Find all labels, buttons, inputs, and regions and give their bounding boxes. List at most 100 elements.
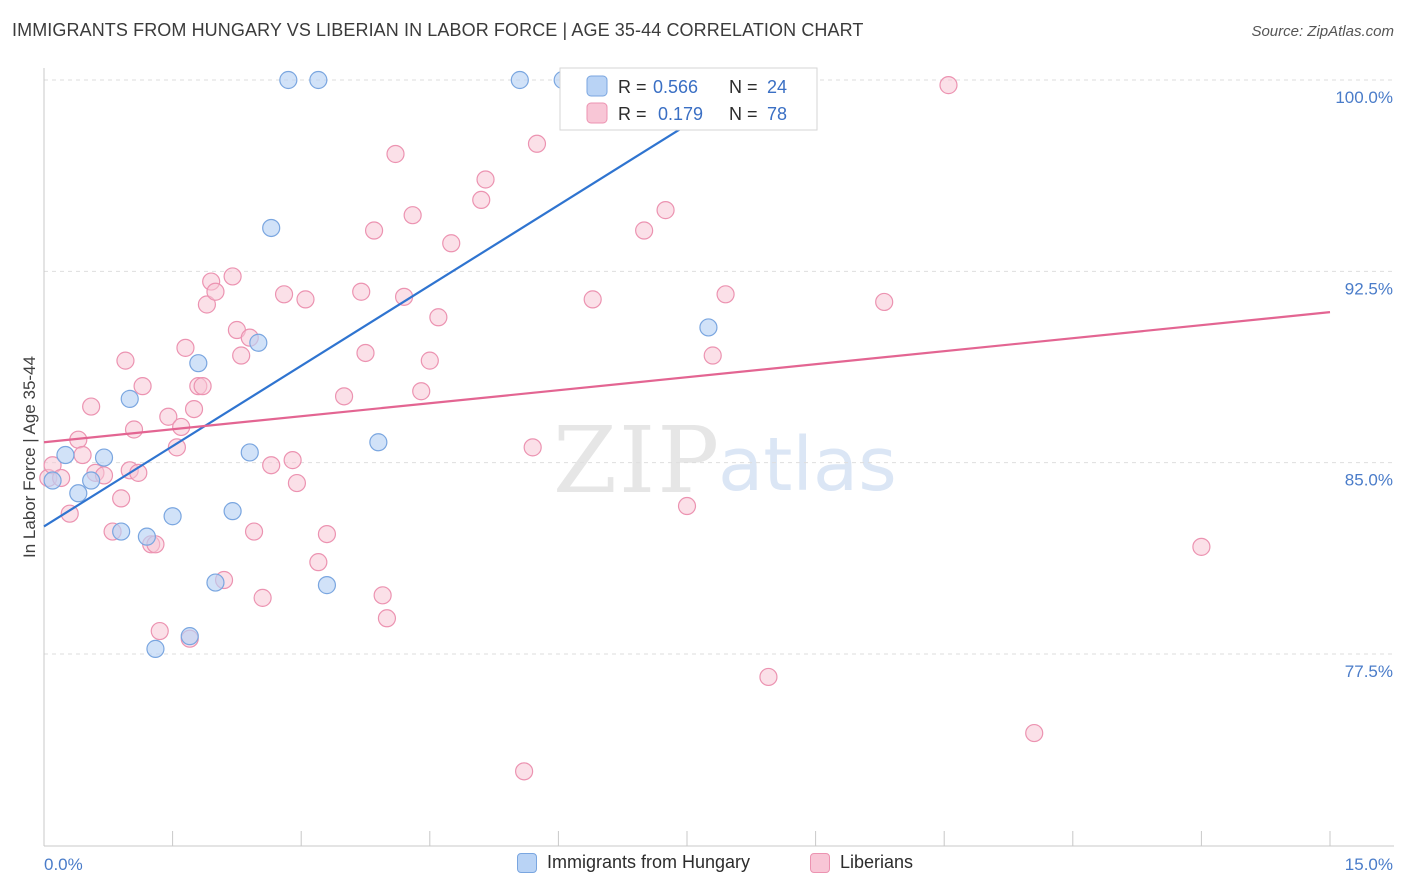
point-liberians: [635, 221, 654, 240]
point-liberians: [476, 170, 495, 189]
point-hungary: [94, 448, 114, 467]
point-liberians: [112, 489, 131, 508]
point-liberians: [167, 438, 186, 457]
point-hungary: [189, 354, 208, 373]
point-hungary: [163, 507, 182, 526]
x-ticks: [43, 831, 1331, 846]
point-liberians: [420, 351, 439, 370]
legend-n-label-2: N =: [729, 104, 758, 124]
point-liberians: [116, 351, 135, 370]
point-liberians: [253, 588, 272, 607]
x-tick-label: 0.0%: [44, 855, 83, 874]
point-liberians: [309, 553, 328, 572]
legend-swatch-liberians: [810, 852, 830, 873]
source-label: Source: ZipAtlas.com: [1251, 23, 1394, 40]
watermark: ZIP atlas: [553, 407, 897, 514]
legend-r-value-2: 0.179: [658, 104, 703, 124]
point-liberians: [124, 420, 144, 439]
point-hungary: [699, 318, 718, 337]
series-liberians: [39, 76, 1211, 781]
y-tick-labels: 100.0% 92.5% 85.0% 77.5%: [1335, 88, 1393, 681]
point-liberians: [759, 667, 778, 687]
y-tick-label: 100.0%: [1335, 88, 1393, 107]
point-hungary: [112, 522, 131, 541]
point-liberians: [133, 377, 152, 396]
trend-lines: [43, 91, 1331, 528]
point-liberians: [82, 397, 101, 416]
point-liberians: [1192, 537, 1211, 556]
x-tick-label: 15.0%: [1345, 855, 1393, 874]
point-liberians: [523, 438, 542, 457]
legend-r-value-1: 0.566: [653, 77, 698, 97]
point-liberians: [223, 267, 242, 286]
point-hungary: [317, 576, 337, 595]
point-hungary: [146, 639, 165, 658]
point-liberians: [232, 346, 251, 365]
point-liberians: [296, 290, 315, 309]
point-liberians: [429, 308, 448, 327]
chart-title: IMMIGRANTS FROM HUNGARY VS LIBERIAN IN L…: [12, 20, 864, 40]
point-hungary: [43, 471, 62, 490]
point-liberians: [334, 387, 354, 406]
bottom-legend-liberians[interactable]: Liberians: [810, 852, 913, 873]
point-hungary: [240, 443, 259, 462]
trend-line-liberians: [43, 311, 1331, 444]
y-tick-label: 85.0%: [1345, 471, 1393, 490]
legend-r-label-2: R =: [618, 104, 647, 124]
point-liberians: [677, 496, 697, 516]
point-liberians: [352, 282, 371, 301]
legend-n-value-2: 78: [767, 104, 787, 124]
point-liberians: [159, 407, 178, 426]
point-liberians: [274, 285, 294, 304]
point-liberians: [356, 343, 375, 363]
bottom-legend-label-hungary: Immigrants from Hungary: [547, 852, 751, 872]
axes: [43, 68, 1394, 847]
point-liberians: [412, 382, 431, 401]
point-hungary: [249, 333, 268, 352]
y-axis-label: In Labor Force | Age 35-44: [20, 356, 39, 558]
point-hungary: [262, 218, 281, 238]
series-hungary: [43, 70, 718, 658]
point-hungary: [120, 389, 139, 408]
point-liberians: [176, 338, 195, 357]
point-hungary: [56, 445, 75, 465]
point-liberians: [193, 377, 212, 396]
legend: R = 0.566 N = 24 R = 0.179 N = 78: [559, 67, 818, 131]
trend-line-hungary: [43, 91, 740, 528]
point-liberians: [472, 190, 491, 210]
y-tick-label: 92.5%: [1345, 279, 1393, 298]
point-hungary: [69, 484, 88, 503]
legend-swatch-liberians: [586, 102, 608, 124]
point-liberians: [244, 522, 264, 541]
bottom-legend-hungary[interactable]: Immigrants from Hungary: [517, 852, 750, 873]
point-liberians: [403, 206, 422, 225]
point-liberians: [184, 399, 204, 419]
point-liberians: [656, 201, 675, 220]
legend-n-label-1: N =: [729, 77, 758, 97]
watermark-atlas: atlas: [718, 422, 897, 508]
point-liberians: [60, 504, 79, 523]
legend-swatch-hungary: [586, 75, 608, 97]
point-liberians: [377, 609, 397, 628]
point-hungary: [510, 70, 529, 90]
point-hungary: [369, 433, 388, 452]
point-liberians: [73, 445, 92, 465]
point-liberians: [1025, 723, 1044, 743]
point-liberians: [442, 234, 461, 253]
point-liberians: [206, 282, 225, 301]
point-hungary: [82, 471, 101, 490]
legend-n-value-1: 24: [767, 77, 787, 97]
point-liberians: [287, 473, 307, 493]
bottom-legend-label-liberians: Liberians: [840, 852, 914, 872]
point-hungary: [180, 627, 199, 646]
gridlines: [44, 79, 1394, 655]
point-liberians: [317, 524, 337, 544]
point-liberians: [716, 285, 735, 304]
bottom-legend: Immigrants from Hungary Liberians: [0, 852, 1406, 878]
point-liberians: [364, 221, 384, 240]
y-tick-label: 77.5%: [1345, 662, 1393, 681]
point-hungary: [206, 573, 225, 592]
point-hungary: [137, 527, 156, 546]
point-liberians: [262, 456, 281, 475]
